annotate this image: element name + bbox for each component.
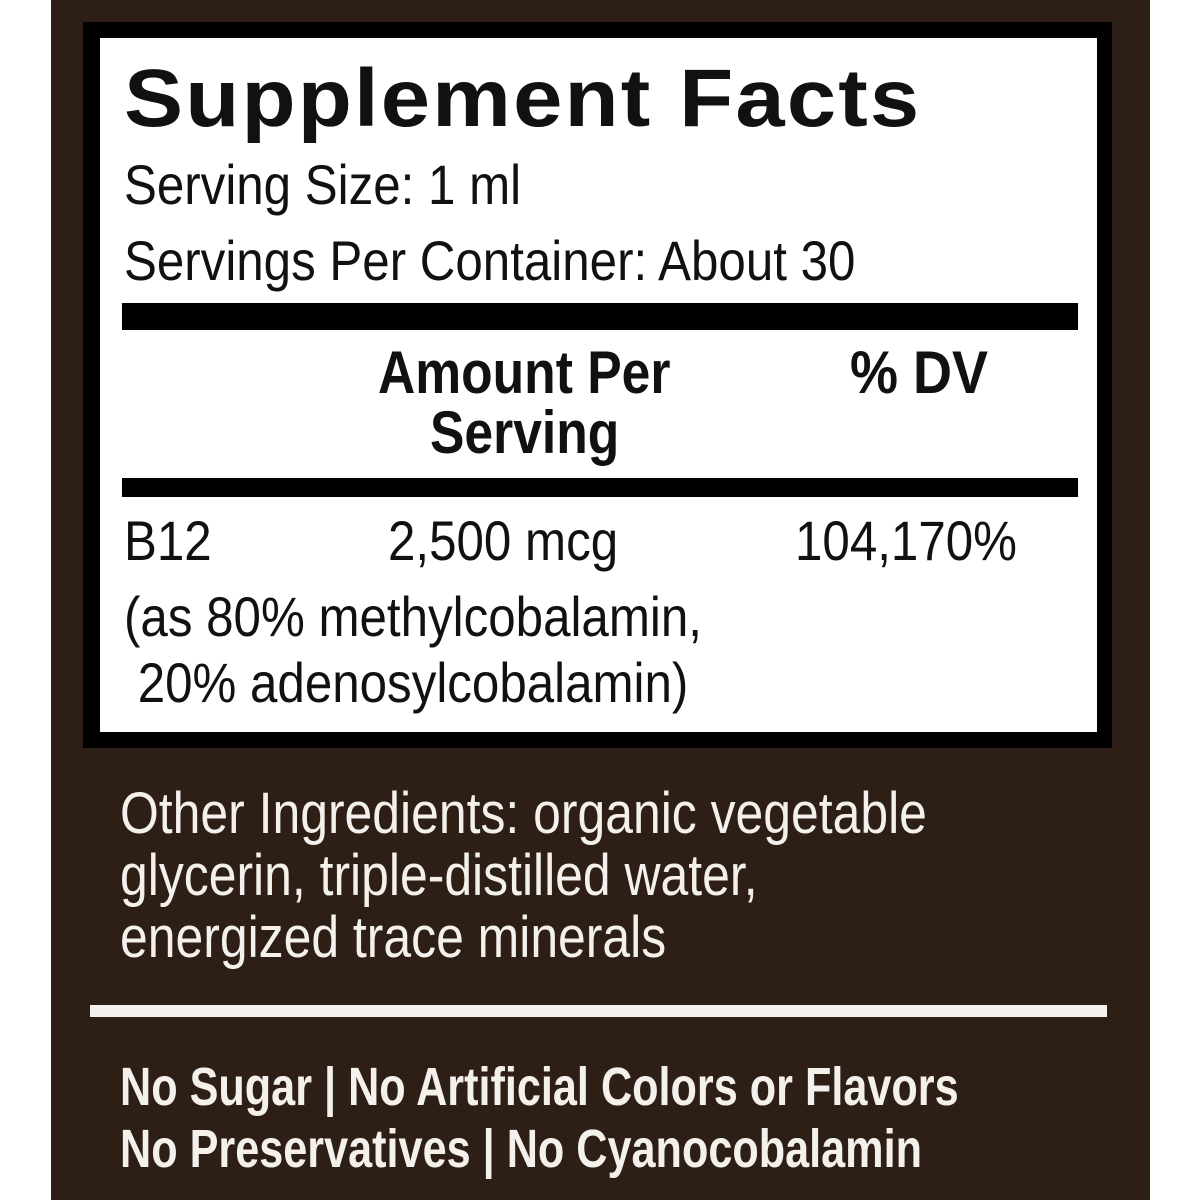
servings-per-container: Servings Per Container: About 30 (124, 229, 856, 292)
header-divider (122, 478, 1078, 497)
supplement-facts-box (100, 38, 1097, 732)
facts-title: Supplement Facts (124, 53, 922, 144)
nutrient-note-line2: 20% adenosylcobalamin) (124, 651, 689, 714)
other-ingredients-line3: energized trace minerals (120, 905, 667, 970)
claims-line1: No Sugar | No Artificial Colors or Flavo… (120, 1057, 959, 1117)
nutrient-dv: 104,170% (795, 509, 1017, 572)
thick-divider (122, 303, 1078, 330)
nutrient-note-line1: (as 80% methylcobalamin, (124, 585, 702, 648)
nutrient-name: B12 (124, 509, 212, 572)
nutrient-amount: 2,500 mcg (388, 509, 619, 572)
serving-size: Serving Size: 1 ml (124, 153, 522, 216)
amount-header-line1: Amount Per (378, 339, 671, 406)
claims-line2: No Preservatives | No Cyanocobalamin (120, 1119, 922, 1179)
amount-header-line2: Serving (430, 399, 620, 466)
other-ingredients-line2: glycerin, triple-distilled water, (120, 843, 758, 908)
other-ingredients-line1: Other Ingredients: organic vegetable (120, 781, 927, 846)
claims-divider (90, 1005, 1107, 1017)
dv-header: % DV (850, 339, 989, 406)
